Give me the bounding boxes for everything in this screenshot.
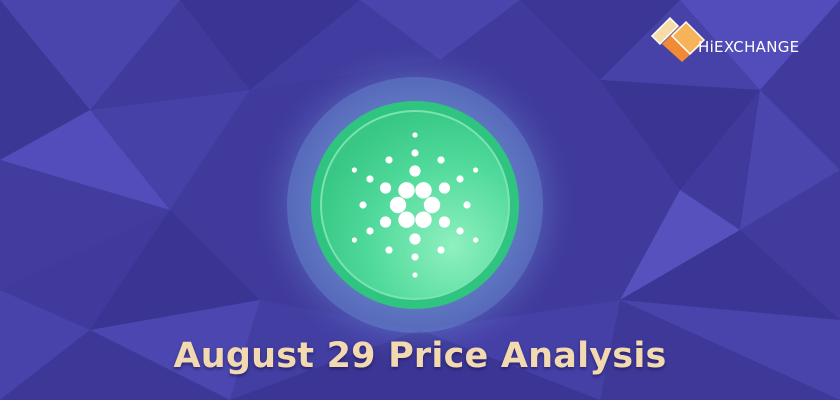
coin-emblem (255, 45, 575, 365)
cardano-dot (379, 182, 392, 194)
cardano-dot (411, 253, 419, 261)
cardano-dot (411, 149, 419, 157)
brand-name: HiEXCHANGE (698, 38, 800, 56)
cardano-dot (398, 182, 415, 199)
cardano-dot (398, 211, 415, 228)
cardano-dot (351, 237, 357, 243)
cardano-dot (359, 201, 367, 209)
cardano-dot (415, 182, 432, 199)
cardano-dot (412, 132, 418, 138)
cardano-dot (473, 237, 479, 243)
cardano-dot (456, 175, 464, 183)
cardano-dot (412, 272, 418, 278)
page-title: August 29 Price Analysis (173, 336, 667, 376)
cardano-dot (463, 201, 471, 209)
cardano-dot (389, 196, 407, 214)
cardano-dot (438, 216, 451, 228)
cardano-dot (437, 156, 445, 164)
cardano-dot (415, 211, 432, 228)
cardano-dot (351, 167, 357, 173)
hiexchange-diamond-logo-icon (650, 16, 706, 62)
cardano-dot (456, 227, 464, 235)
cardano-dot (366, 175, 374, 183)
cardano-dot (385, 156, 393, 164)
cardano-dot (379, 216, 392, 228)
cardano-dot (385, 246, 393, 254)
cardano-dot (409, 233, 421, 245)
cardano-logo-icon (255, 45, 575, 365)
brand-logo[interactable]: HiEXCHANGE (648, 14, 828, 62)
cardano-dot (437, 246, 445, 254)
cardano-dot (366, 227, 374, 235)
cardano-dot (438, 182, 451, 194)
cardano-dot (473, 167, 479, 173)
cardano-dot (423, 196, 441, 214)
cardano-dot (409, 165, 421, 177)
